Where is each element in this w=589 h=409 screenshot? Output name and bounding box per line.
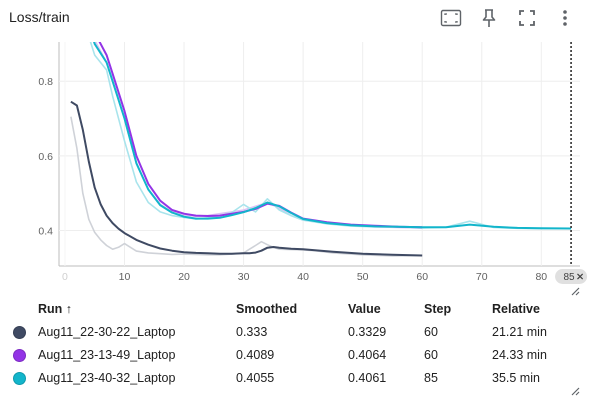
series-raw-line	[94, 42, 423, 229]
run-color-swatch	[13, 325, 26, 339]
step-chip-label: 85	[564, 272, 576, 283]
series-raw-line	[89, 42, 572, 230]
table-row[interactable]: Aug11_23-13-49_Laptop 0.4089 0.4064 60 2…	[0, 343, 588, 366]
table-resize-handle-icon[interactable]	[570, 386, 580, 396]
chart-resize-handle-icon[interactable]	[570, 286, 580, 296]
header-value[interactable]: Value	[348, 302, 381, 316]
x-axis: 0 10 20 30 40 50 60 70 80	[62, 271, 547, 283]
table-row[interactable]: Aug11_22-30-22_Laptop 0.333 0.3329 60 21…	[0, 320, 588, 343]
run-name: Aug11_23-13-49_Laptop	[38, 347, 176, 362]
step-chip-close-icon[interactable]	[577, 273, 584, 280]
header-smoothed[interactable]: Smoothed	[236, 302, 298, 316]
table-row[interactable]: Aug11_23-40-32_Laptop 0.4055 0.4061 85 3…	[0, 366, 588, 389]
run-color-swatch	[13, 371, 26, 385]
y-tick-label: 0.6	[38, 151, 53, 163]
chart-grid	[58, 42, 580, 267]
fit-domain-icon	[440, 9, 462, 27]
header-color	[0, 298, 38, 320]
run-name: Aug11_23-40-32_Laptop	[38, 370, 176, 385]
y-tick-label: 0.8	[38, 76, 53, 88]
run-color-swatch	[13, 348, 26, 362]
x-tick-label: 80	[535, 271, 547, 283]
smoothed-value: 0.4055	[236, 370, 275, 385]
chart-title: Loss/train	[9, 9, 70, 25]
more-options-button[interactable]	[553, 6, 577, 30]
series-smoothed-line	[70, 100, 423, 257]
hover-step-chip[interactable]: 85	[555, 269, 588, 284]
fullscreen-button[interactable]	[515, 6, 539, 30]
header-relative[interactable]: Relative	[492, 302, 540, 316]
x-tick-label: 0	[62, 271, 68, 283]
smoothed-value: 0.333	[236, 324, 268, 339]
runs-table: Run ↑ Smoothed Value Step Relative Aug11…	[0, 298, 588, 389]
step-chip-background	[555, 269, 588, 284]
relative-time: 35.5 min	[492, 370, 540, 385]
more-vert-icon	[563, 10, 567, 26]
relative-time: 21.21 min	[492, 324, 547, 339]
run-name: Aug11_22-30-22_Laptop	[38, 324, 176, 339]
x-tick-label: 20	[178, 271, 190, 283]
raw-value: 0.3329	[348, 324, 387, 339]
step-value: 60	[424, 347, 438, 362]
hover-layer: 85	[555, 42, 588, 284]
raw-value: 0.4061	[348, 370, 387, 385]
line-chart[interactable]: 0.4 0.6 0.8 0 10 20 30 40 50 60 70 80 85	[0, 30, 589, 292]
raw-value: 0.4064	[348, 347, 387, 362]
series-layer	[70, 42, 572, 257]
y-tick-label: 0.4	[38, 226, 53, 238]
header-run[interactable]: Run ↑	[38, 302, 73, 316]
smoothed-value: 0.4089	[236, 347, 275, 362]
header-step[interactable]: Step	[424, 302, 452, 316]
x-tick-label: 60	[416, 271, 428, 283]
x-tick-label: 10	[119, 271, 131, 283]
y-axis: 0.4 0.6 0.8	[38, 76, 53, 237]
x-tick-label: 40	[297, 271, 309, 283]
fullscreen-icon	[519, 10, 535, 26]
x-tick-label: 50	[357, 271, 369, 283]
x-tick-label: 70	[476, 271, 488, 283]
runs-table-header: Run ↑ Smoothed Value Step Relative	[0, 298, 588, 320]
relative-time: 24.33 min	[492, 347, 547, 362]
x-tick-label: 30	[238, 271, 250, 283]
pin-icon	[482, 9, 496, 27]
series-smoothed-line	[98, 42, 423, 229]
step-value: 60	[424, 324, 438, 339]
series-smoothed-line	[93, 42, 572, 230]
card-toolbar	[439, 6, 579, 30]
step-value: 85	[424, 370, 438, 385]
pin-button[interactable]	[477, 6, 501, 30]
fit-domain-button[interactable]	[439, 6, 463, 30]
